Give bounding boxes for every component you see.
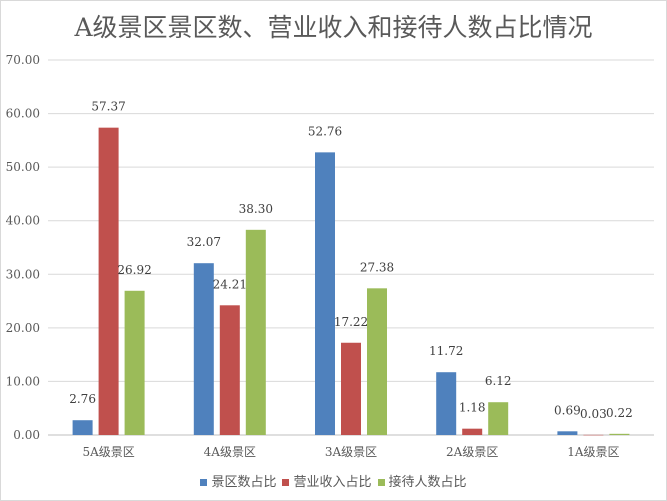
x-tick-label: 5A级景区: [82, 445, 134, 459]
bar: [609, 433, 630, 435]
data-label: 32.07: [187, 235, 221, 249]
bar: [436, 372, 457, 435]
legend-swatch: [200, 479, 208, 486]
data-label: 24.21: [213, 277, 247, 291]
bar: [124, 290, 145, 435]
legend-item: 景区数占比: [200, 471, 276, 490]
data-label: 0.03: [580, 407, 607, 421]
legend-item: 接待人数占比: [377, 471, 467, 490]
bar: [488, 402, 509, 435]
chart-title: A级景区景区数、营业收入和接待人数占比情况: [74, 13, 593, 42]
x-tick-label: 4A级景区: [204, 445, 256, 459]
bar: [245, 229, 266, 435]
y-tick-label: 10.00: [6, 374, 40, 388]
y-tick-label: 70.00: [6, 53, 40, 67]
bar: [315, 152, 335, 435]
bar: [557, 431, 578, 435]
chart-legend: 景区数占比 营业收入占比 接待人数占比: [0, 471, 667, 490]
data-label: 38.30: [239, 202, 273, 216]
bar: [98, 127, 119, 436]
data-label: 6.12: [485, 374, 512, 388]
y-tick-label: 30.00: [6, 267, 40, 281]
data-label: 11.72: [429, 344, 463, 358]
x-tick-label: 3A级景区: [325, 445, 377, 459]
bar: [219, 305, 240, 435]
y-tick-label: 40.00: [6, 214, 40, 228]
data-label: 1.18: [459, 401, 486, 415]
data-label: 57.37: [91, 100, 125, 114]
legend-label: 景区数占比: [211, 475, 277, 490]
legend-label: 接待人数占比: [388, 475, 467, 490]
legend-swatch: [282, 479, 290, 486]
x-tick-label: 2A级景区: [446, 445, 498, 459]
legend-label: 营业收入占比: [293, 475, 372, 490]
legend-item: 营业收入占比: [282, 471, 372, 490]
data-label: 52.76: [308, 124, 342, 138]
bar: [367, 288, 387, 435]
bar: [72, 420, 93, 435]
data-label: 2.76: [69, 392, 96, 406]
bar: [583, 434, 604, 436]
y-tick-label: 60.00: [6, 107, 40, 121]
y-tick-label: 20.00: [6, 321, 40, 335]
bar: [193, 263, 214, 435]
data-label: 0.22: [606, 406, 633, 420]
data-label: 17.22: [334, 315, 368, 329]
x-tick-label: 1A级景区: [567, 445, 619, 459]
data-label: 26.92: [117, 263, 151, 277]
bar: [462, 428, 483, 435]
y-tick-label: 50.00: [6, 160, 40, 174]
bar: [341, 342, 361, 435]
data-label: 0.69: [554, 403, 581, 417]
legend-swatch: [377, 479, 385, 486]
y-tick-label: 0.00: [13, 428, 40, 442]
data-label: 27.38: [360, 260, 394, 274]
